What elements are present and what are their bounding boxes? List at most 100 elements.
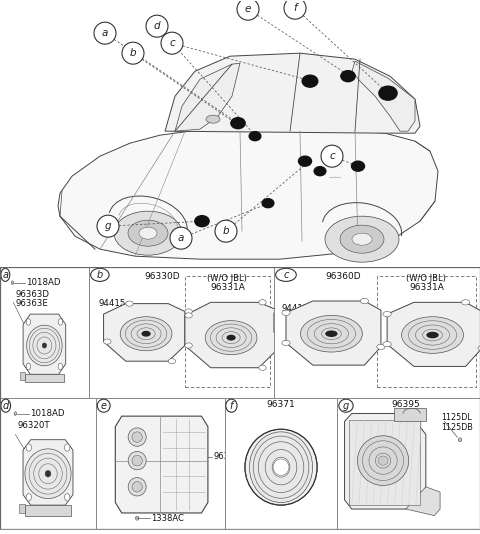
Text: 96331A: 96331A xyxy=(409,284,444,293)
Circle shape xyxy=(132,482,142,492)
Text: c: c xyxy=(283,270,288,280)
Circle shape xyxy=(478,345,480,351)
Text: 1125DL: 1125DL xyxy=(442,413,472,422)
Circle shape xyxy=(259,365,266,371)
Bar xyxy=(20,372,25,380)
Circle shape xyxy=(161,32,183,54)
Circle shape xyxy=(26,493,32,501)
Polygon shape xyxy=(115,416,208,513)
Polygon shape xyxy=(286,301,381,365)
Ellipse shape xyxy=(120,317,172,351)
Circle shape xyxy=(321,145,343,167)
Circle shape xyxy=(94,22,116,44)
Text: 96371: 96371 xyxy=(267,400,295,409)
Circle shape xyxy=(282,340,290,345)
Ellipse shape xyxy=(325,331,337,337)
Text: a: a xyxy=(102,28,108,38)
Ellipse shape xyxy=(245,429,317,505)
Bar xyxy=(395,409,426,421)
Ellipse shape xyxy=(128,220,168,246)
Polygon shape xyxy=(25,505,71,516)
Ellipse shape xyxy=(205,320,257,355)
Ellipse shape xyxy=(358,436,409,485)
Bar xyxy=(349,420,420,505)
Text: f: f xyxy=(230,400,233,411)
Polygon shape xyxy=(345,413,426,509)
Text: 96370N: 96370N xyxy=(213,452,246,461)
Text: 1018AD: 1018AD xyxy=(26,278,60,287)
Circle shape xyxy=(132,456,142,466)
Text: a: a xyxy=(178,233,184,243)
Ellipse shape xyxy=(352,233,372,245)
Bar xyxy=(185,276,270,387)
Circle shape xyxy=(377,344,385,349)
Circle shape xyxy=(26,444,32,451)
Circle shape xyxy=(64,444,70,451)
Text: d: d xyxy=(2,400,9,411)
Ellipse shape xyxy=(109,318,113,321)
Ellipse shape xyxy=(402,317,464,354)
Ellipse shape xyxy=(292,321,297,325)
Ellipse shape xyxy=(340,225,384,253)
Text: c: c xyxy=(329,151,335,161)
Text: 96360D: 96360D xyxy=(325,272,361,281)
Text: 1338AC: 1338AC xyxy=(151,514,184,523)
Ellipse shape xyxy=(26,325,62,366)
Text: (W/O JBL): (W/O JBL) xyxy=(207,274,247,283)
Ellipse shape xyxy=(314,167,326,176)
Text: b: b xyxy=(130,48,136,58)
Ellipse shape xyxy=(114,211,182,255)
Polygon shape xyxy=(165,53,420,133)
Polygon shape xyxy=(406,487,440,516)
Circle shape xyxy=(383,311,391,317)
Ellipse shape xyxy=(206,115,220,123)
Circle shape xyxy=(26,319,31,325)
Circle shape xyxy=(383,342,391,347)
Ellipse shape xyxy=(299,156,312,166)
Circle shape xyxy=(97,399,110,412)
Text: 96363D: 96363D xyxy=(15,290,49,299)
Circle shape xyxy=(26,363,31,370)
Bar xyxy=(377,276,476,387)
Ellipse shape xyxy=(272,457,290,477)
Circle shape xyxy=(215,220,237,242)
Polygon shape xyxy=(352,61,415,131)
Ellipse shape xyxy=(341,70,355,82)
Polygon shape xyxy=(58,129,438,259)
Polygon shape xyxy=(387,302,480,366)
Ellipse shape xyxy=(135,516,139,520)
Ellipse shape xyxy=(45,470,51,477)
Polygon shape xyxy=(274,313,285,332)
Text: a: a xyxy=(2,270,8,280)
Ellipse shape xyxy=(262,199,274,208)
Text: b: b xyxy=(97,270,103,280)
Ellipse shape xyxy=(139,227,157,239)
Circle shape xyxy=(185,309,192,314)
Ellipse shape xyxy=(227,335,236,341)
Polygon shape xyxy=(175,63,240,131)
Text: 96320T: 96320T xyxy=(17,421,50,430)
Text: e: e xyxy=(245,4,251,14)
Ellipse shape xyxy=(14,412,17,415)
Text: 96331A: 96331A xyxy=(210,284,245,293)
Circle shape xyxy=(97,215,119,237)
Circle shape xyxy=(259,300,266,305)
Ellipse shape xyxy=(351,161,364,171)
Text: e: e xyxy=(101,400,107,411)
Ellipse shape xyxy=(379,86,397,100)
Ellipse shape xyxy=(249,132,261,140)
Polygon shape xyxy=(104,304,185,361)
Text: 96395: 96395 xyxy=(392,400,420,409)
Ellipse shape xyxy=(250,432,312,502)
Circle shape xyxy=(284,0,306,19)
Text: g: g xyxy=(105,221,111,231)
Polygon shape xyxy=(185,302,277,368)
Circle shape xyxy=(91,268,109,281)
Text: 96330D: 96330D xyxy=(144,272,180,281)
Text: (W/O JBL): (W/O JBL) xyxy=(407,274,446,283)
Circle shape xyxy=(1,268,10,281)
Text: g: g xyxy=(343,400,349,411)
Circle shape xyxy=(282,310,290,316)
Ellipse shape xyxy=(426,332,439,339)
Text: f: f xyxy=(293,3,297,13)
